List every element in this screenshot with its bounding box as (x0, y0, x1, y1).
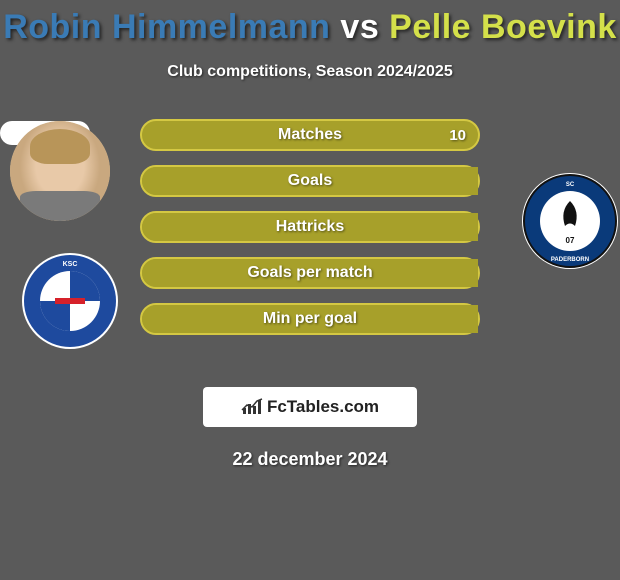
player-photo-left (10, 121, 110, 221)
date-label: 22 december 2024 (0, 449, 620, 470)
comparison-area: KSC SC PADERBORN 07 Matches 10 Goals Hattri… (0, 121, 620, 381)
svg-text:PADERBORN: PADERBORN (551, 257, 589, 263)
subtitle: Club competitions, Season 2024/2025 (0, 63, 620, 81)
club-badge-left: KSC (20, 251, 120, 351)
svg-text:07: 07 (566, 236, 575, 245)
stat-bar: Matches 10 (140, 119, 480, 151)
stat-bar-label: Matches (278, 126, 342, 144)
stat-bar-label: Goals (288, 172, 332, 190)
svg-text:KSC: KSC (63, 261, 78, 268)
paderborn-logo-icon: SC PADERBORN 07 (520, 171, 620, 271)
watermark-text: FcTables.com (267, 397, 379, 417)
face-placeholder-left (10, 121, 110, 221)
watermark: FcTables.com (203, 387, 417, 427)
title-player-right: Pelle Boevink (389, 8, 617, 46)
stat-bars: Matches 10 Goals Hattricks Goals per match Mi… (140, 119, 480, 335)
ksc-logo-icon: KSC (20, 251, 120, 351)
stat-bar-label: Min per goal (263, 310, 357, 328)
svg-text:SC: SC (566, 182, 575, 188)
stat-bar: Min per goal (140, 303, 480, 335)
stat-bar: Goals (140, 165, 480, 197)
stat-bar-label: Hattricks (276, 218, 344, 236)
stat-bar-label: Goals per match (247, 264, 372, 282)
club-badge-right: SC PADERBORN 07 (520, 171, 620, 271)
title-vs: vs (340, 8, 389, 46)
stat-bar: Hattricks (140, 211, 480, 243)
stat-bar: Goals per match (140, 257, 480, 289)
page-title: Robin Himmelmann vs Pelle Boevink (0, 0, 620, 47)
title-player-left: Robin Himmelmann (3, 8, 330, 46)
stat-bar-value-right: 10 (449, 127, 466, 144)
chart-icon (241, 398, 263, 416)
